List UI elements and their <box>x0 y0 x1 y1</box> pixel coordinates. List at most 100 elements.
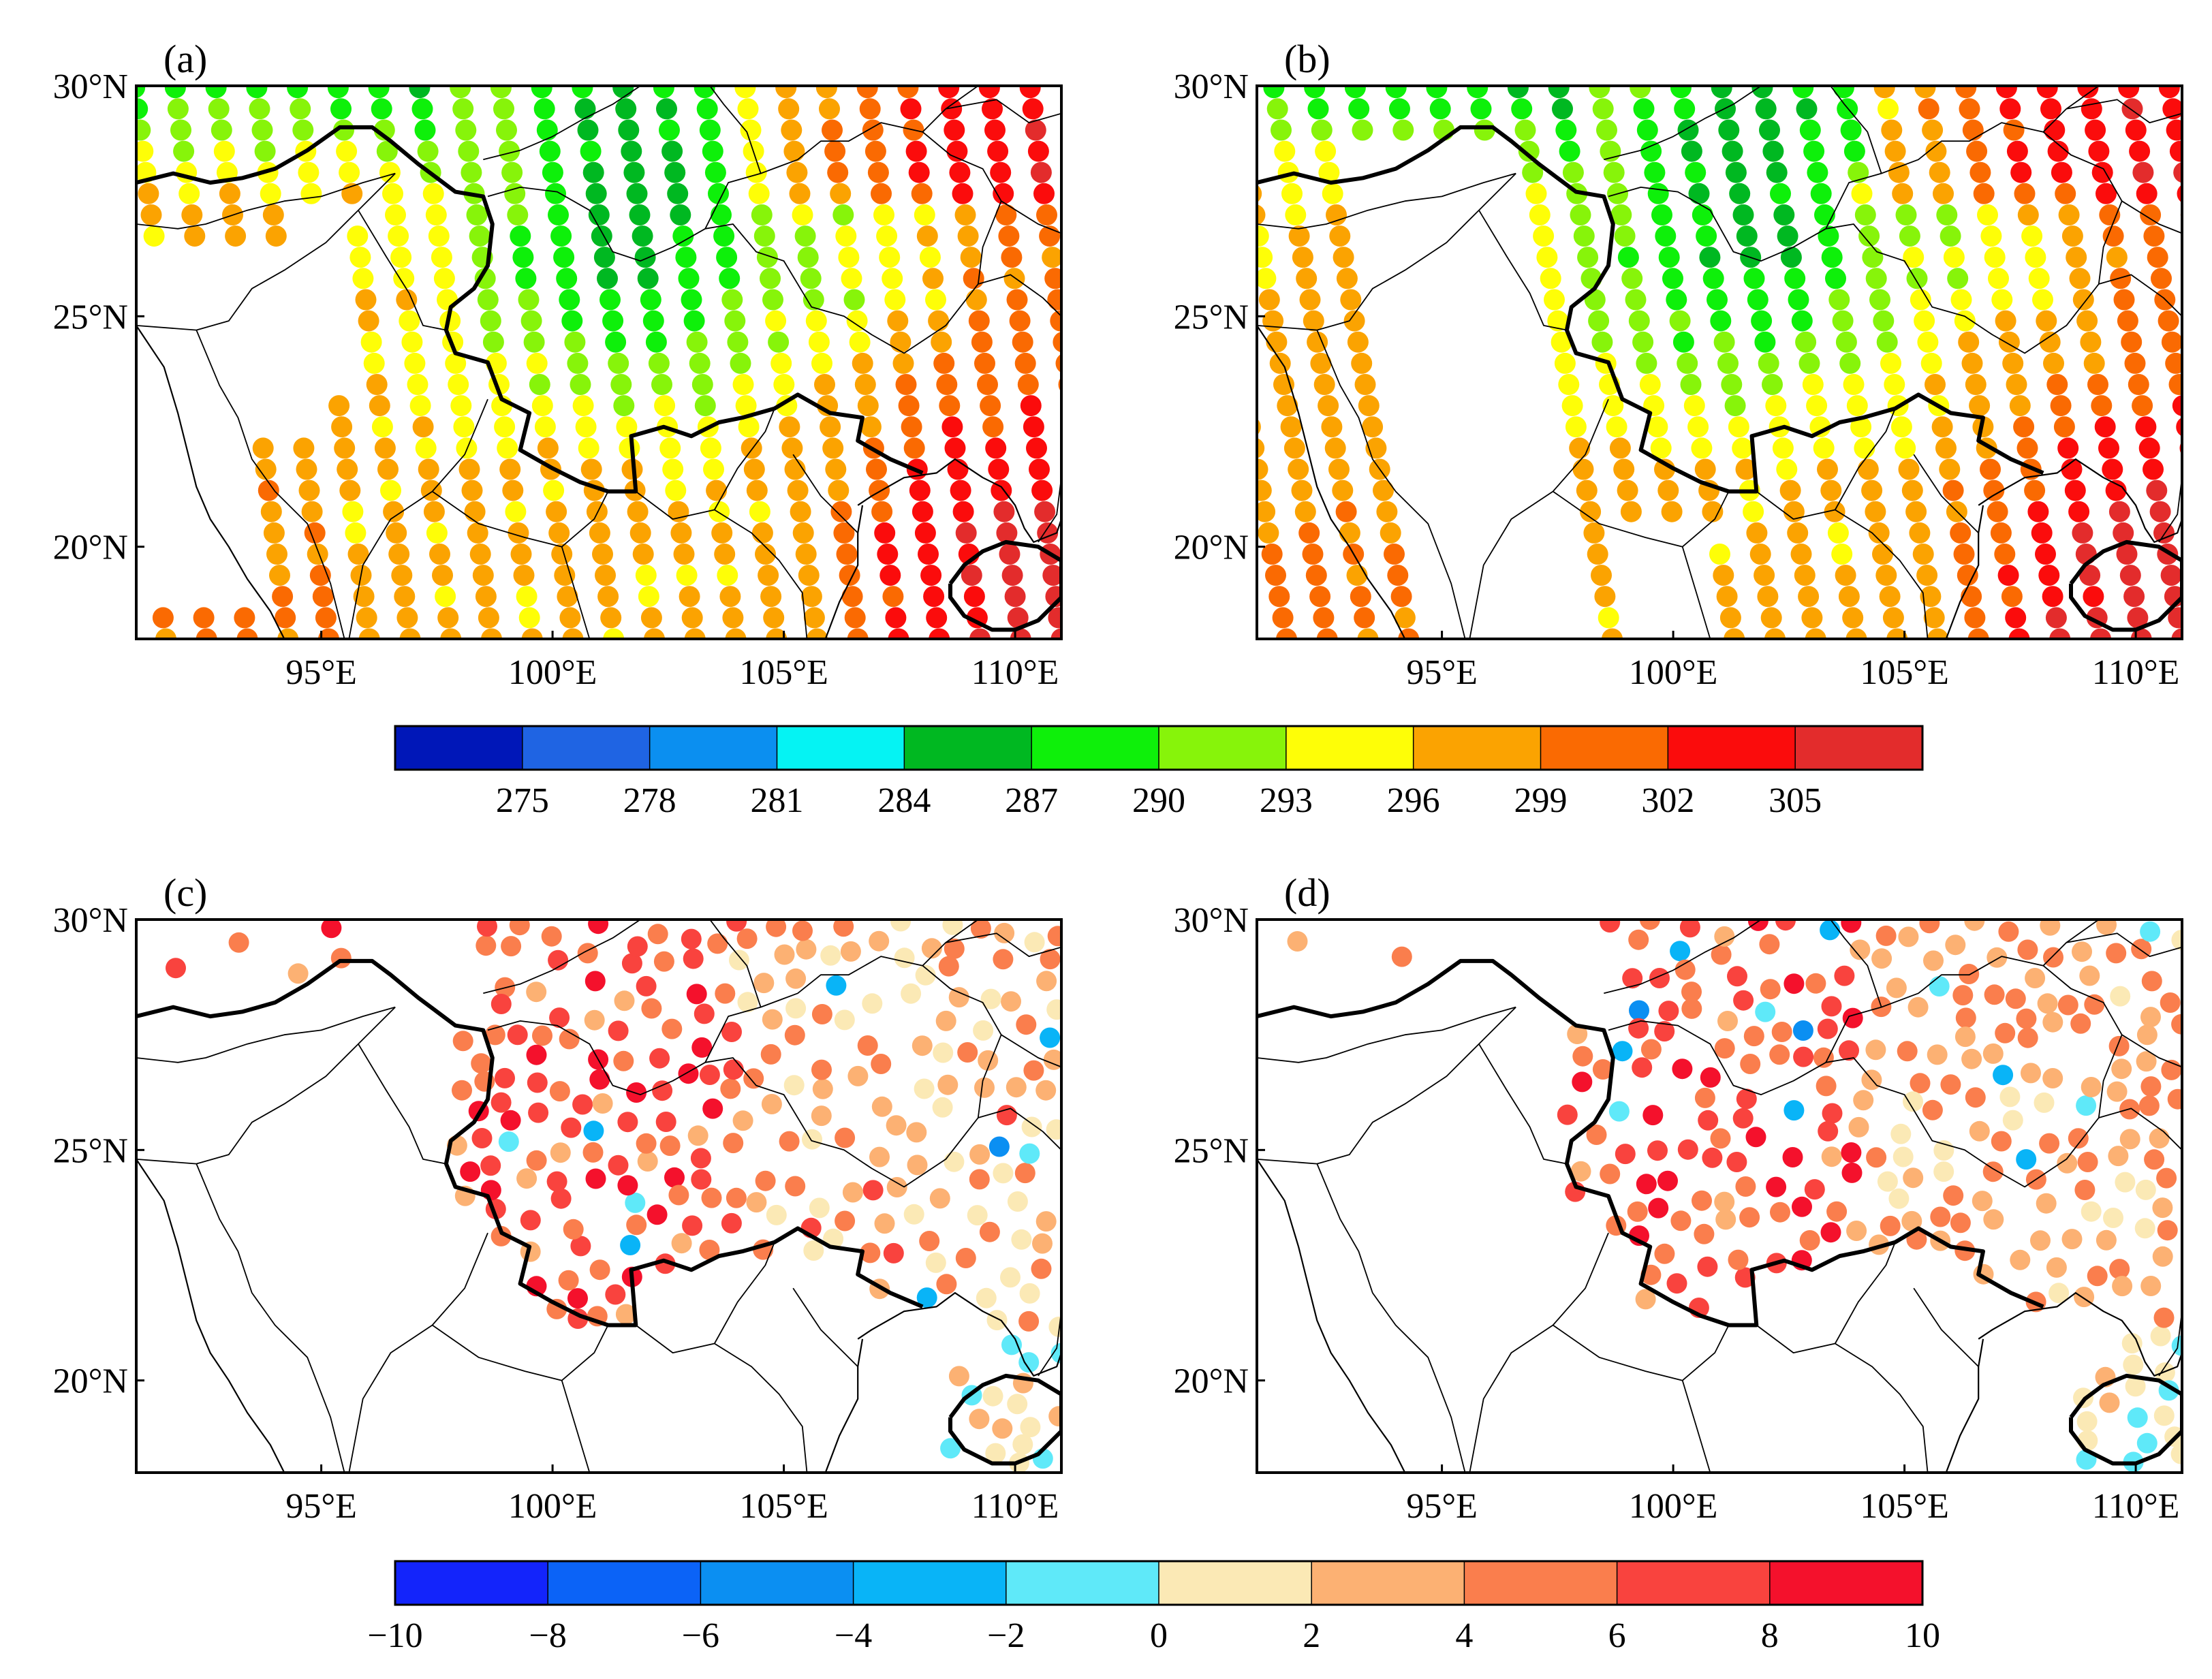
data-point <box>369 395 390 417</box>
data-point <box>109 586 130 607</box>
data-point <box>1983 480 2005 501</box>
data-points <box>1287 920 2182 1473</box>
data-point <box>575 416 597 438</box>
data-point <box>1625 289 1647 311</box>
data-point <box>477 920 497 937</box>
data-point <box>1614 225 1636 247</box>
panel-plot-area <box>1257 920 2182 1473</box>
data-point <box>847 1065 869 1086</box>
data-point <box>2108 501 2130 522</box>
data-point <box>106 565 127 586</box>
data-point <box>652 1080 673 1101</box>
data-point <box>2128 374 2149 395</box>
data-point <box>1755 1001 1776 1022</box>
data-point <box>944 119 965 141</box>
data-point <box>847 628 869 639</box>
data-point <box>2160 565 2182 586</box>
data-point <box>1691 437 1713 459</box>
data-point <box>1964 920 1985 931</box>
data-point <box>1533 225 1555 247</box>
data-point <box>155 628 176 639</box>
data-point <box>1843 140 1865 162</box>
colorbar-swatch <box>548 1561 701 1605</box>
data-point <box>730 352 751 374</box>
data-point <box>1235 629 1256 650</box>
data-point <box>2170 1443 2182 1464</box>
data-point <box>974 352 995 374</box>
data-point <box>1299 289 1321 311</box>
data-point <box>668 501 689 522</box>
data-point <box>1296 268 1318 289</box>
data-point <box>1347 331 1369 353</box>
data-point <box>1993 1065 2014 1086</box>
data-point <box>1344 86 1366 99</box>
data-point <box>1973 183 1995 204</box>
data-point <box>536 119 558 141</box>
data-point <box>2108 1146 2129 1167</box>
colorbar-label: 281 <box>751 781 804 820</box>
data-point <box>751 522 773 544</box>
data-point <box>164 86 186 99</box>
data-point <box>781 437 803 459</box>
coastline <box>1257 325 1406 639</box>
colorbar-swatch <box>522 726 651 770</box>
data-point <box>1324 437 1346 459</box>
data-point <box>1679 920 1700 938</box>
data-point <box>1765 395 1787 417</box>
data-point <box>1865 268 1887 289</box>
data-point <box>2035 544 2056 565</box>
data-point <box>618 119 640 141</box>
province-boundary <box>196 330 345 639</box>
data-point <box>380 480 401 501</box>
data-point <box>860 1242 881 1264</box>
data-point <box>1751 86 1773 99</box>
data-point <box>1385 86 1407 99</box>
data-point <box>986 1310 1008 1331</box>
province-boundary <box>2121 1034 2182 1068</box>
data-point <box>830 183 852 204</box>
data-point <box>557 586 578 608</box>
data-point <box>1655 225 1677 247</box>
data-point <box>260 183 281 204</box>
data-point <box>954 204 976 225</box>
province-boundary <box>1553 490 1730 548</box>
data-point <box>1977 204 1998 225</box>
data-point <box>543 480 565 501</box>
data-point <box>2053 416 2075 438</box>
data-point <box>2149 501 2171 522</box>
data-point <box>435 586 456 608</box>
data-point <box>916 225 938 247</box>
province-boundary <box>136 1006 396 1165</box>
data-point <box>2031 522 2053 544</box>
data-point <box>786 161 808 183</box>
data-point <box>1552 98 1573 120</box>
data-point <box>751 204 773 225</box>
data-point <box>887 310 909 332</box>
data-point <box>2037 993 2058 1014</box>
data-point <box>2032 289 2053 311</box>
panel-label: (a) <box>163 37 207 81</box>
province-boundary <box>483 920 641 994</box>
data-point <box>1032 1233 1053 1254</box>
data-point <box>936 374 958 395</box>
data-point <box>478 607 499 629</box>
panel-frame <box>135 918 1063 1474</box>
data-point <box>836 544 858 565</box>
data-point <box>2158 86 2180 99</box>
data-point <box>711 522 733 544</box>
data-point <box>1933 1140 1954 1161</box>
data-point <box>1719 607 1741 629</box>
data-point <box>591 225 612 247</box>
data-point <box>1636 1174 1657 1195</box>
data-point <box>1879 586 1901 608</box>
data-point <box>437 289 458 311</box>
province-boundary <box>1756 1324 1929 1473</box>
data-point <box>719 586 741 608</box>
data-point <box>1888 161 1910 183</box>
data-point <box>1700 1067 1721 1088</box>
data-point <box>841 586 863 608</box>
data-point <box>1276 628 1297 639</box>
data-point <box>980 395 1001 417</box>
data-point <box>415 437 437 459</box>
data-point <box>640 289 661 311</box>
